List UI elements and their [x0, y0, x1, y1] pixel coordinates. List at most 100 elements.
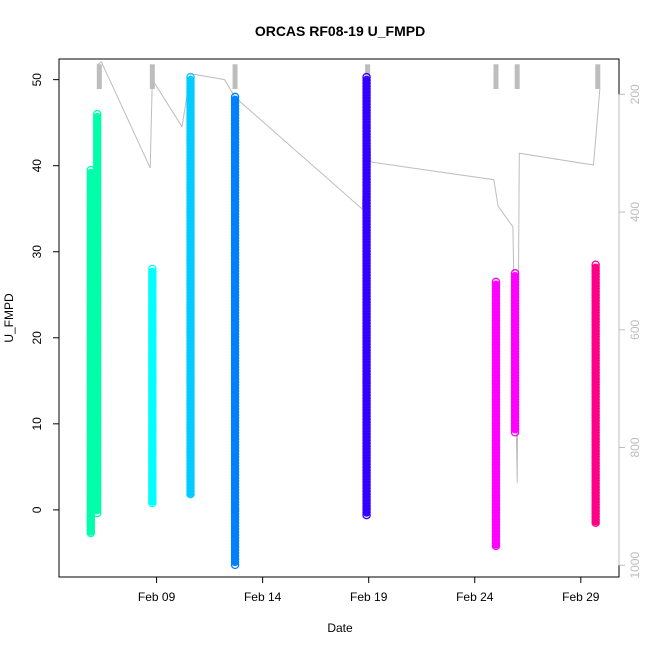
data-point	[362, 450, 371, 460]
data-point	[510, 389, 520, 398]
y-axis-label: U_FMPD	[2, 293, 16, 343]
data-point	[148, 330, 157, 340]
data-point	[591, 461, 600, 470]
data-point	[591, 392, 600, 401]
data-point	[362, 192, 371, 202]
data-point	[510, 350, 520, 359]
data-point	[148, 333, 157, 343]
data-point	[491, 391, 501, 401]
data-point	[591, 311, 600, 320]
data-point	[92, 271, 102, 281]
data-point	[186, 135, 195, 145]
data-point	[362, 195, 371, 205]
data-point	[86, 522, 96, 532]
data-point	[362, 297, 371, 307]
data-point	[591, 368, 600, 377]
data-point	[591, 359, 600, 368]
data-point	[591, 308, 600, 317]
data-point	[186, 219, 195, 229]
data-point	[148, 483, 157, 493]
data-point	[491, 457, 501, 467]
data-point	[92, 334, 102, 344]
data-point	[510, 395, 520, 404]
data-point	[230, 107, 240, 117]
data-point	[230, 161, 240, 171]
data-point	[362, 129, 371, 139]
data-point	[362, 387, 371, 397]
data-point	[230, 500, 240, 510]
chart-title: ORCAS RF08-19 U_FMPD	[255, 23, 425, 39]
data-point	[186, 327, 195, 337]
data-point	[148, 273, 157, 283]
data-point	[362, 90, 371, 100]
data-point	[92, 172, 102, 182]
data-point	[591, 287, 600, 296]
data-point	[591, 503, 600, 512]
data-point	[510, 347, 520, 356]
data-point	[510, 401, 520, 410]
data-point	[362, 363, 371, 373]
data-point	[230, 119, 240, 129]
data-point	[92, 259, 102, 269]
data-point	[148, 270, 157, 280]
data-point	[362, 501, 371, 511]
data-point	[92, 490, 102, 500]
data-point	[362, 402, 371, 412]
data-point	[362, 324, 371, 334]
y2-tick-label: 200	[628, 84, 642, 104]
data-point	[230, 437, 240, 447]
data-point	[491, 364, 501, 374]
data-point	[362, 357, 371, 367]
data-point	[362, 390, 371, 400]
data-point	[362, 72, 371, 82]
data-point	[510, 272, 520, 281]
data-point	[591, 302, 600, 311]
data-point	[186, 423, 195, 433]
data-point	[148, 435, 157, 445]
data-point	[92, 502, 102, 512]
data-point	[491, 400, 501, 410]
data-point	[148, 471, 157, 481]
data-point	[591, 422, 600, 431]
data-point	[491, 352, 501, 362]
data-point	[362, 453, 371, 463]
data-point	[230, 149, 240, 159]
data-point	[591, 389, 600, 398]
data-point	[230, 518, 240, 528]
secondary-spike-0	[96, 64, 102, 89]
data-point	[186, 117, 195, 127]
data-point	[362, 309, 371, 319]
data-point	[186, 216, 195, 226]
data-point	[230, 260, 240, 270]
data-point	[230, 134, 240, 144]
data-point	[510, 386, 520, 395]
data-point	[510, 302, 520, 311]
data-point	[92, 169, 102, 179]
data-point	[491, 406, 501, 416]
data-point	[92, 385, 102, 395]
data-point	[186, 258, 195, 268]
data-point	[186, 81, 195, 91]
data-point	[362, 279, 371, 289]
data-point	[230, 245, 240, 255]
data-point	[362, 183, 371, 193]
data-point	[491, 316, 501, 326]
data-point	[186, 174, 195, 184]
data-point	[591, 425, 600, 434]
data-point	[362, 471, 371, 481]
data-point	[491, 514, 501, 524]
data-point	[92, 391, 102, 401]
data-point	[186, 129, 195, 139]
data-point	[148, 282, 157, 292]
data-point	[362, 231, 371, 241]
data-point	[491, 283, 501, 293]
data-point	[92, 481, 102, 491]
y-tick-label: 10	[30, 417, 44, 431]
data-point	[230, 209, 240, 219]
data-point	[491, 370, 501, 380]
data-point	[362, 306, 371, 316]
data-point	[92, 286, 102, 296]
data-point	[591, 269, 600, 278]
data-point	[92, 406, 102, 416]
data-point	[491, 385, 501, 395]
